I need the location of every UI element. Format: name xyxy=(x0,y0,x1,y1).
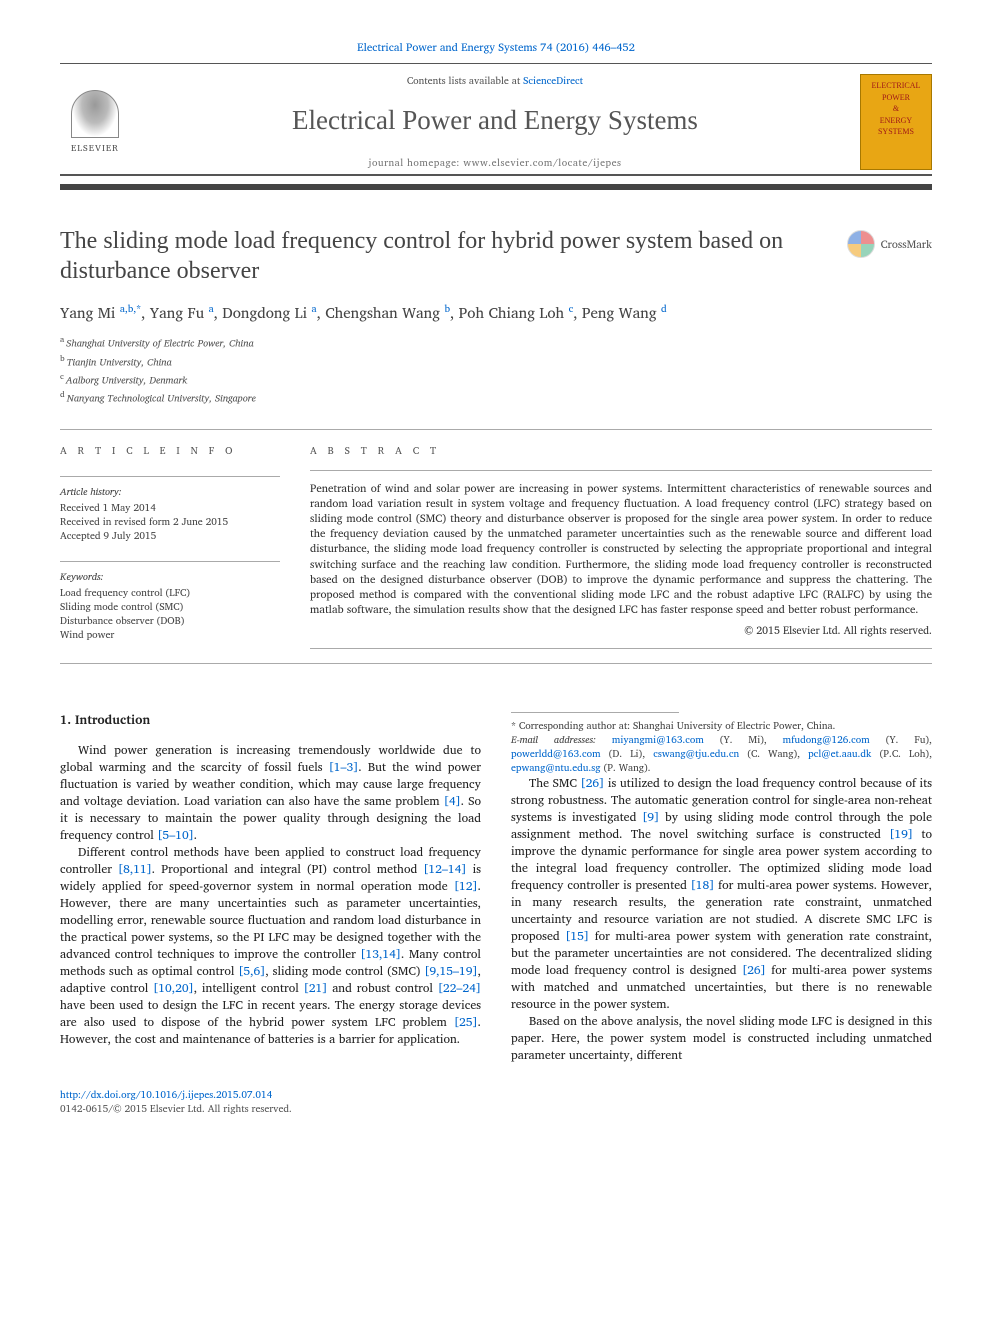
elsevier-label: ELSEVIER xyxy=(71,142,119,155)
masthead-rule xyxy=(60,184,932,190)
affiliation-sup: a xyxy=(60,332,64,346)
abstract-column: A B S T R A C T Penetration of wind and … xyxy=(310,444,932,649)
cover-line: & xyxy=(893,103,899,114)
article-info-column: A R T I C L E I N F O Article history: R… xyxy=(60,444,280,649)
history-line: Received 1 May 2014 xyxy=(60,501,280,515)
sciencedirect-link[interactable]: ScienceDirect xyxy=(523,73,583,89)
body-two-column: 1. Introduction Wind power generation is… xyxy=(60,712,932,1068)
journal-reference: Electrical Power and Energy Systems 74 (… xyxy=(60,40,932,55)
crossmark-widget[interactable]: CrossMark xyxy=(847,230,932,258)
keywords-group: Keywords: Load frequency control (LFC) S… xyxy=(60,561,280,642)
contents-prefix: Contents lists available at xyxy=(407,73,523,89)
elsevier-logo[interactable]: ELSEVIER xyxy=(60,82,130,162)
affiliations: aShanghai University of Electric Power, … xyxy=(60,333,932,406)
corresponding-author-note: * Corresponding author at: Shanghai Univ… xyxy=(511,719,932,733)
meta-row: A R T I C L E I N F O Article history: R… xyxy=(60,444,932,663)
masthead-center: Contents lists available at ScienceDirec… xyxy=(130,74,860,170)
cover-line: SYSTEMS xyxy=(878,127,914,137)
affiliation: aShanghai University of Electric Power, … xyxy=(60,333,932,351)
history-line: Received in revised form 2 June 2015 xyxy=(60,515,280,529)
article-title: The sliding mode load frequency control … xyxy=(60,226,827,286)
cover-line: ENERGY xyxy=(880,116,912,126)
authors-line: Yang Mi a,b,*, Yang Fu a, Dongdong Li a,… xyxy=(60,302,932,323)
history-heading: Article history: xyxy=(60,485,280,499)
title-row: The sliding mode load frequency control … xyxy=(60,226,932,286)
body-paragraph: Different control methods have been appl… xyxy=(60,844,481,1048)
abstract-label: A B S T R A C T xyxy=(310,444,932,458)
cover-line: POWER xyxy=(882,93,910,103)
affiliation: cAalborg University, Denmark xyxy=(60,370,932,388)
meta-bottom-rule xyxy=(60,663,932,664)
meta-top-rule xyxy=(60,429,932,430)
article-info-label: A R T I C L E I N F O xyxy=(60,444,280,458)
affiliation-text: Aalborg University, Denmark xyxy=(66,372,188,388)
body-paragraph: The SMC [26] is utilized to design the l… xyxy=(511,775,932,1013)
journal-cover-thumbnail[interactable]: ELECTRICAL POWER & ENERGY SYSTEMS xyxy=(860,74,932,170)
keywords-heading: Keywords: xyxy=(60,570,280,584)
email-addresses-line: E-mail addresses: miyangmi@163.com (Y. M… xyxy=(511,733,932,775)
page-footer: http://dx.doi.org/10.1016/j.ijepes.2015.… xyxy=(60,1088,932,1116)
article-history-group: Article history: Received 1 May 2014 Rec… xyxy=(60,476,280,543)
elsevier-tree-icon xyxy=(71,90,119,138)
affiliation-sup: c xyxy=(60,369,64,383)
abstract-text: Penetration of wind and solar power are … xyxy=(310,481,932,618)
journal-title: Electrical Power and Energy Systems xyxy=(130,102,860,140)
masthead: ELSEVIER Contents lists available at Sci… xyxy=(60,63,932,176)
abstract-box: Penetration of wind and solar power are … xyxy=(310,470,932,649)
affiliation-sup: d xyxy=(60,387,65,401)
affiliation-text: Shanghai University of Electric Power, C… xyxy=(66,336,253,352)
footnotes: * Corresponding author at: Shanghai Univ… xyxy=(511,719,932,775)
journal-homepage-line: journal homepage: www.elsevier.com/locat… xyxy=(130,156,860,170)
abstract-copyright: © 2015 Elsevier Ltd. All rights reserved… xyxy=(310,623,932,638)
body-paragraph: Based on the above analysis, the novel s… xyxy=(511,1013,932,1064)
crossmark-label: CrossMark xyxy=(881,237,932,252)
affiliation-text: Nanyang Technological University, Singap… xyxy=(67,391,256,407)
section-heading-introduction: 1. Introduction xyxy=(60,712,481,730)
crossmark-icon xyxy=(847,230,875,258)
body-paragraph: Wind power generation is increasing trem… xyxy=(60,742,481,844)
contents-lists-line: Contents lists available at ScienceDirec… xyxy=(130,74,860,88)
footnote-rule xyxy=(511,712,679,713)
affiliation: bTianjin University, China xyxy=(60,352,932,370)
keyword: Load frequency control (LFC) xyxy=(60,586,280,600)
history-line: Accepted 9 July 2015 xyxy=(60,529,280,543)
keyword: Sliding mode control (SMC) xyxy=(60,600,280,614)
cover-line: ELECTRICAL xyxy=(872,81,921,91)
affiliation-text: Tianjin University, China xyxy=(67,354,172,370)
keyword: Disturbance observer (DOB) xyxy=(60,614,280,628)
keyword: Wind power xyxy=(60,628,280,642)
affiliation-sup: b xyxy=(60,351,65,365)
affiliation: dNanyang Technological University, Singa… xyxy=(60,388,932,406)
issn-copyright-line: 0142-0615/© 2015 Elsevier Ltd. All right… xyxy=(60,1101,292,1117)
